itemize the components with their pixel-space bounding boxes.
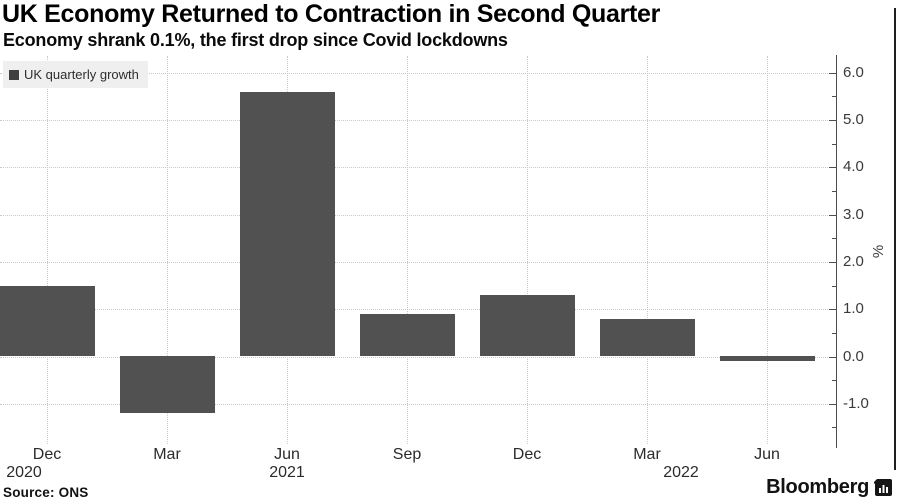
y-axis-minor-tick [832, 285, 836, 287]
y-tick-label: 5.0 [843, 111, 864, 128]
gridline-horizontal [0, 167, 836, 169]
y-axis-minor-tick [832, 380, 836, 382]
y-axis-major-tick [829, 309, 836, 311]
bloomberg-terminal-icon [874, 479, 892, 496]
bar-mar-2022 [599, 318, 695, 357]
gridline-vertical [407, 56, 408, 444]
source-label: Source: ONS [3, 485, 89, 500]
y-axis-minor-tick [832, 238, 836, 240]
bloomberg-wordmark: Bloomberg [766, 476, 869, 498]
x-year-label: 2020 [6, 464, 42, 481]
bar-dec-2021 [479, 295, 575, 357]
gridline-vertical [647, 56, 648, 444]
x-tick-label: Sep [392, 446, 422, 463]
y-tick-label: -1.0 [843, 394, 869, 412]
gridline-horizontal [0, 261, 836, 263]
right-border-line [894, 8, 896, 470]
y-axis-minor-tick [832, 190, 836, 192]
y-axis-major-tick [829, 72, 836, 74]
y-tick-label: 2.0 [843, 252, 864, 270]
gridline-horizontal [0, 356, 836, 358]
x-tick-label: Dec [32, 446, 62, 463]
y-axis-major-tick [829, 167, 836, 169]
gridline-horizontal [0, 309, 836, 311]
y-tick-label: 3.0 [843, 205, 864, 223]
y-tick-label: 0.0 [843, 347, 864, 365]
y-axis-unit-label: % [870, 244, 888, 259]
x-year-label: 2022 [663, 464, 699, 481]
y-tick-label: 6.0 [843, 63, 864, 81]
chart-subtitle: Economy shrank 0.1%, the first drop sinc… [3, 30, 508, 50]
gridline-horizontal [0, 403, 836, 405]
bar-sep-2021 [359, 313, 455, 357]
y-axis-minor-tick [832, 427, 836, 429]
x-tick-label: Jun [754, 446, 780, 463]
x-tick-label: Jun [274, 446, 300, 463]
x-tick-label: Dec [512, 446, 542, 463]
y-tick-label: 4.0 [843, 158, 864, 176]
bar-mar-2021 [119, 355, 215, 414]
y-tick-label: 1.0 [843, 300, 864, 318]
bar-jun-2021 [239, 91, 335, 357]
y-axis-major-tick [829, 261, 836, 263]
legend-swatch-icon [9, 69, 19, 80]
y-axis-major-tick [829, 214, 836, 216]
y-axis-minor-tick [832, 332, 836, 334]
gridline-vertical [167, 56, 168, 444]
x-tick-label: Mar [633, 446, 661, 463]
chart-title: UK Economy Returned to Contraction in Se… [2, 0, 661, 28]
gridline-vertical [527, 56, 528, 444]
legend: UK quarterly growth [3, 61, 148, 88]
x-tick-label: Mar [153, 446, 181, 463]
y-axis-major-tick [829, 403, 836, 405]
y-axis-minor-tick [832, 96, 836, 98]
bar-dec-2020 [0, 285, 95, 357]
gridline-vertical [47, 56, 48, 444]
x-year-label: 2021 [269, 464, 305, 481]
y-axis-line [836, 55, 837, 448]
gridline-horizontal [0, 120, 836, 121]
y-axis-minor-tick [832, 143, 836, 145]
y-axis-major-tick [829, 356, 836, 358]
y-axis-major-tick [829, 120, 836, 121]
bar-jun-2022 [719, 355, 815, 362]
gridline-horizontal [0, 214, 836, 216]
gridline-vertical [767, 56, 768, 444]
bloomberg-logo: Bloomberg [766, 476, 893, 499]
legend-label: UK quarterly growth [24, 67, 139, 82]
gridline-horizontal [0, 72, 836, 74]
